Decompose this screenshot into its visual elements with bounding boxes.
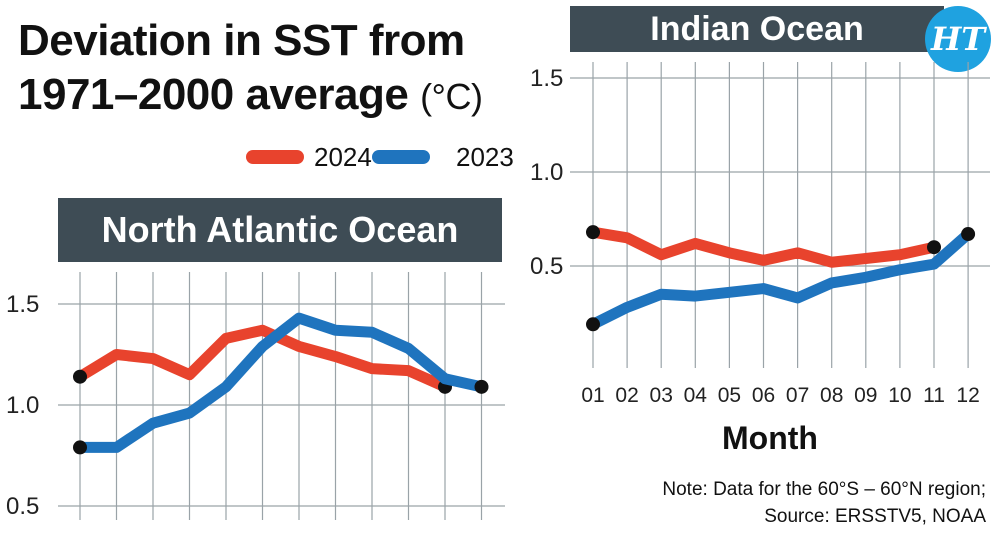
x-tick-label: 06: [752, 384, 775, 407]
series-2023-endpoint: [474, 379, 489, 394]
y-tick-label: 1.5: [530, 65, 563, 92]
y-tick-label: 1.0: [530, 159, 563, 186]
series-2023-line: [587, 228, 974, 330]
y-tick-label: 1.5: [6, 291, 39, 318]
legend-item-2024: 2024: [246, 142, 372, 172]
legend-label-2024: 2024: [314, 141, 372, 172]
x-tick-label: 01: [581, 384, 604, 407]
north-atlantic-title: North Atlantic Ocean: [58, 198, 502, 262]
x-tick-label: 04: [684, 384, 708, 407]
indian-ocean-title: Indian Ocean: [570, 6, 944, 52]
x-axis-label: Month: [722, 420, 818, 456]
y-tick-label: 0.5: [530, 253, 563, 280]
series-2024-endpoint: [586, 225, 600, 240]
source-note: Note: Data for the 60°S – 60°N region; S…: [662, 479, 986, 527]
y-tick-label: 1.0: [6, 392, 39, 419]
series-2023-line: [74, 312, 487, 453]
series-2024-line: [74, 324, 451, 393]
legend-swatch-2024: [246, 150, 304, 164]
x-tick-label: 02: [615, 384, 638, 407]
ht-logo: HT: [925, 6, 991, 72]
series-2023-endpoint: [586, 317, 600, 332]
x-tick-label: 10: [888, 384, 911, 407]
legend-label-2023: 2023: [456, 141, 514, 172]
chart-title: Deviation in SST from 1971–2000 average …: [18, 14, 518, 124]
series-2024-endpoint: [73, 369, 87, 384]
series-2024-line: [587, 226, 940, 268]
series-2023-endpoint: [73, 440, 87, 455]
title-unit: (°C): [420, 76, 483, 117]
title-main: Deviation in SST from 1971–2000 average: [18, 16, 465, 119]
x-tick-label: 05: [718, 384, 741, 407]
y-tick-label: 0.5: [6, 493, 39, 520]
legend-swatch-2023: [372, 150, 430, 164]
x-tick-label: 07: [786, 384, 809, 407]
x-tick-label: 12: [956, 384, 979, 407]
legend-item-2023: 2023: [372, 142, 514, 172]
x-tick-label: 11: [923, 384, 945, 407]
x-tick-label: 09: [854, 384, 877, 407]
x-tick-label: 03: [650, 384, 673, 407]
x-tick-label: 08: [820, 384, 843, 407]
series-2024-endpoint: [927, 240, 941, 255]
series-2023-endpoint: [961, 227, 976, 242]
